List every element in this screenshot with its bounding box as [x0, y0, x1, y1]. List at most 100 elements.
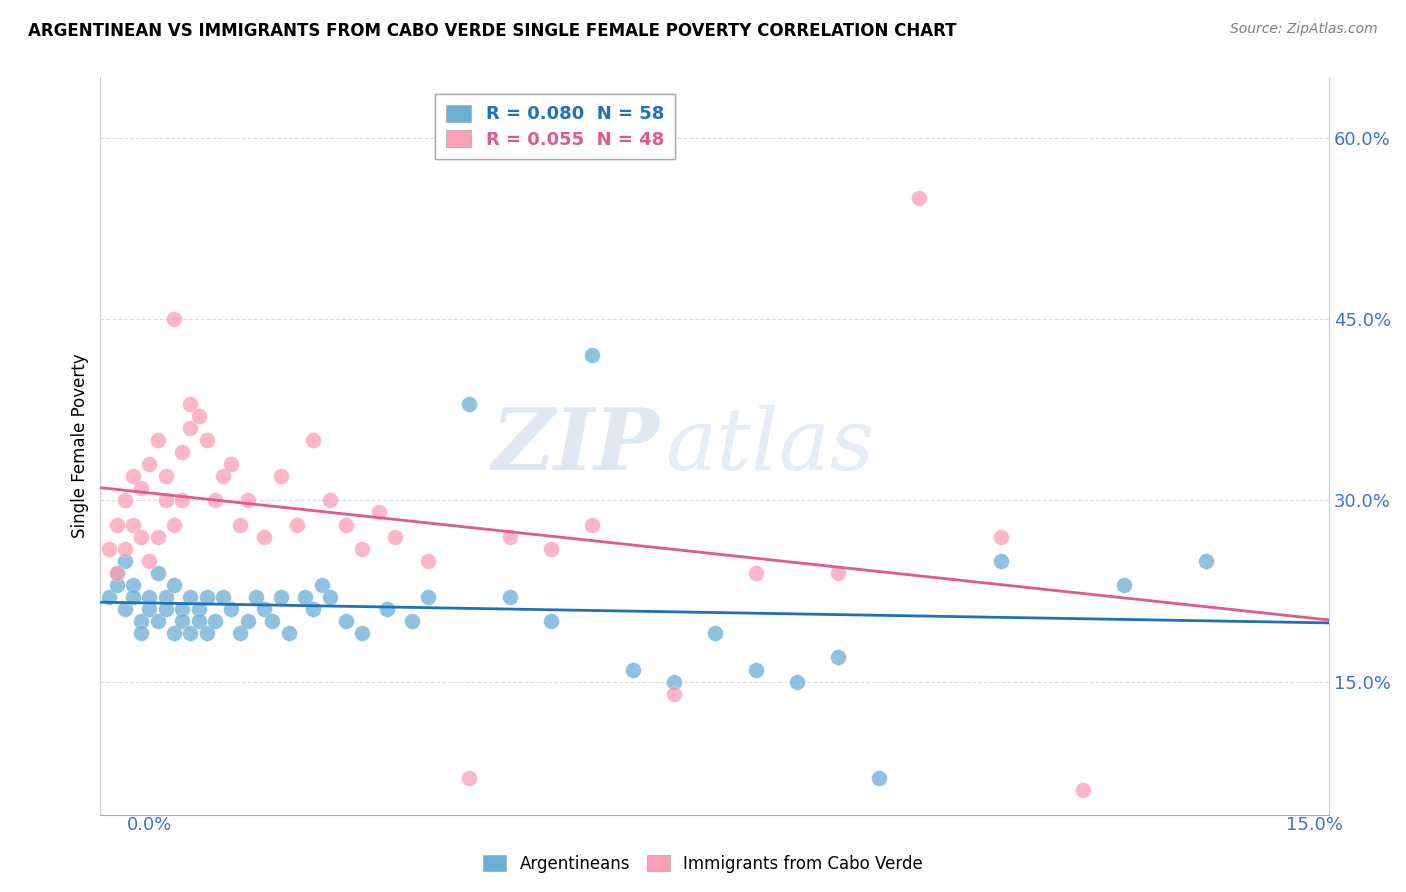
Point — [262, 614, 284, 628]
Point — [105, 566, 128, 580]
Point — [97, 590, 120, 604]
Point — [1071, 783, 1094, 797]
Point — [228, 517, 250, 532]
Point — [146, 614, 169, 628]
Point — [868, 772, 890, 786]
Point — [786, 674, 808, 689]
Point — [114, 493, 136, 508]
Point — [195, 433, 218, 447]
Point — [540, 541, 562, 556]
Point — [187, 614, 209, 628]
Point — [204, 614, 226, 628]
Point — [294, 590, 316, 604]
Point — [155, 493, 177, 508]
Point — [458, 772, 481, 786]
Point — [187, 409, 209, 423]
Point — [228, 626, 250, 640]
Point — [179, 397, 201, 411]
Point — [146, 433, 169, 447]
Point — [97, 541, 120, 556]
Point — [581, 517, 603, 532]
Point — [416, 590, 439, 604]
Point — [827, 650, 849, 665]
Point — [540, 614, 562, 628]
Legend: R = 0.080  N = 58, R = 0.055  N = 48: R = 0.080 N = 58, R = 0.055 N = 48 — [434, 94, 675, 160]
Point — [285, 517, 308, 532]
Point — [352, 626, 374, 640]
Point — [138, 602, 160, 616]
Point — [335, 517, 357, 532]
Point — [114, 541, 136, 556]
Point — [662, 674, 685, 689]
Point — [105, 517, 128, 532]
Text: Source: ZipAtlas.com: Source: ZipAtlas.com — [1230, 22, 1378, 37]
Point — [499, 590, 522, 604]
Point — [662, 687, 685, 701]
Point — [253, 602, 276, 616]
Point — [384, 530, 406, 544]
Point — [236, 493, 259, 508]
Point — [138, 554, 160, 568]
Point — [318, 590, 340, 604]
Point — [703, 626, 725, 640]
Point — [744, 566, 766, 580]
Legend: Argentineans, Immigrants from Cabo Verde: Argentineans, Immigrants from Cabo Verde — [477, 848, 929, 880]
Point — [195, 590, 218, 604]
Point — [163, 312, 186, 326]
Text: atlas: atlas — [665, 405, 875, 487]
Point — [163, 578, 186, 592]
Point — [1195, 554, 1218, 568]
Point — [146, 530, 169, 544]
Point — [416, 554, 439, 568]
Point — [179, 590, 201, 604]
Point — [114, 554, 136, 568]
Point — [221, 602, 243, 616]
Point — [302, 433, 325, 447]
Point — [122, 578, 145, 592]
Point — [990, 530, 1012, 544]
Point — [155, 602, 177, 616]
Point — [827, 566, 849, 580]
Text: 0.0%: 0.0% — [127, 816, 172, 834]
Point — [163, 517, 186, 532]
Point — [172, 602, 194, 616]
Point — [621, 663, 644, 677]
Point — [105, 566, 128, 580]
Point — [131, 614, 153, 628]
Point — [221, 457, 243, 471]
Point — [499, 530, 522, 544]
Point — [122, 469, 145, 483]
Point — [172, 445, 194, 459]
Point — [179, 626, 201, 640]
Point — [212, 590, 235, 604]
Point — [318, 493, 340, 508]
Point — [270, 590, 292, 604]
Point — [138, 457, 160, 471]
Point — [253, 530, 276, 544]
Point — [155, 469, 177, 483]
Point — [245, 590, 267, 604]
Point — [311, 578, 333, 592]
Point — [458, 397, 481, 411]
Point — [236, 614, 259, 628]
Point — [172, 614, 194, 628]
Point — [401, 614, 423, 628]
Point — [155, 590, 177, 604]
Point — [908, 191, 931, 205]
Point — [146, 566, 169, 580]
Point — [105, 578, 128, 592]
Point — [122, 517, 145, 532]
Point — [352, 541, 374, 556]
Point — [581, 348, 603, 362]
Point — [990, 554, 1012, 568]
Point — [1114, 578, 1136, 592]
Point — [270, 469, 292, 483]
Point — [138, 590, 160, 604]
Point — [172, 493, 194, 508]
Point — [114, 602, 136, 616]
Point — [204, 493, 226, 508]
Point — [212, 469, 235, 483]
Point — [122, 590, 145, 604]
Text: ZIP: ZIP — [492, 404, 659, 488]
Point — [131, 626, 153, 640]
